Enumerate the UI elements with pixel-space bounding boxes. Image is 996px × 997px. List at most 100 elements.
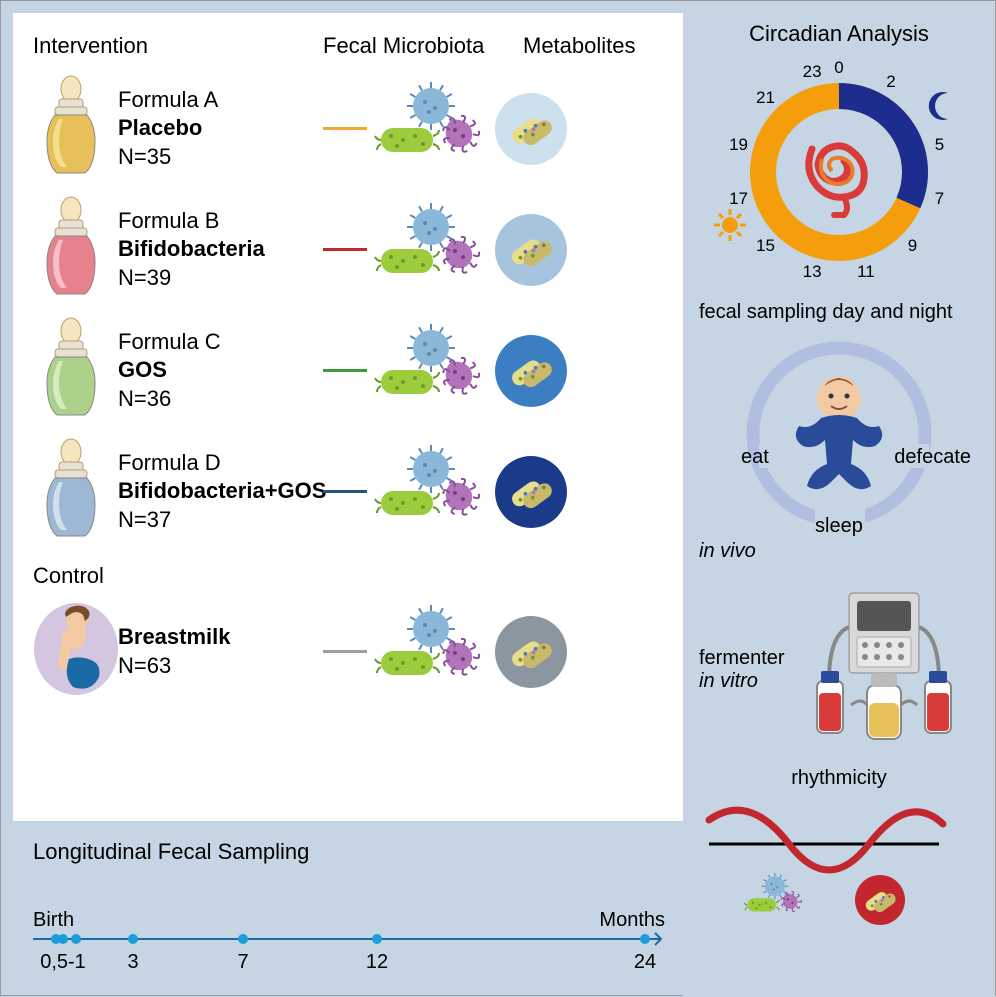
bottle-icon (33, 75, 108, 182)
control-treatment: Breastmilk (118, 623, 323, 652)
breastfeed-icon (33, 601, 108, 702)
clock-hour: 17 (729, 189, 748, 209)
clock-hour: 13 (803, 262, 822, 282)
timeline-tick-label: 7 (237, 951, 248, 974)
clock-hour: 23 (803, 62, 822, 82)
timeline-tick-label: 0,5-1 (40, 951, 86, 974)
header-microbiota: Fecal Microbiota (323, 33, 523, 59)
invitro-label: in vitro (699, 670, 809, 693)
bottle-icon (33, 438, 108, 545)
metabolite-icon (489, 335, 573, 407)
timeline: Birth Months 0,5-1371224 (33, 891, 665, 971)
column-headers: Intervention Fecal Microbiota Metabolite… (33, 33, 665, 59)
formula-name: Formula A (118, 86, 323, 115)
control-n: N=63 (118, 652, 323, 681)
circadian-title: Circadian Analysis (699, 21, 979, 47)
control-labels: Breastmilk N=63 (108, 623, 323, 680)
timeline-tick (128, 934, 138, 944)
sun-icon (712, 207, 748, 243)
metabolite-circle (495, 456, 567, 528)
baby-diagram: eat defecate sleep (739, 334, 939, 534)
control-connector (323, 650, 367, 653)
clock-hour: 19 (729, 135, 748, 155)
control-metabolite-icon (489, 616, 573, 688)
timeline-tick-label: 12 (366, 951, 388, 974)
baby-defecate: defecate (894, 446, 971, 469)
clock-hour: 5 (935, 135, 944, 155)
metabolite-circle (495, 335, 567, 407)
rhythmicity-chart (699, 800, 949, 920)
metabolite-icon (489, 456, 573, 528)
timeline-tick (640, 934, 650, 944)
baby-ring-svg (739, 334, 939, 534)
formula-labels: Formula D Bifidobacteria+GOS N=37 (108, 449, 323, 535)
clock-hour: 15 (756, 236, 775, 256)
header-metabolites: Metabolites (523, 33, 658, 59)
control-microbiota-icon (367, 605, 489, 698)
circadian-panel: Circadian Analysis 02 (683, 1, 995, 997)
main-panel: Intervention Fecal Microbiota Metabolite… (13, 13, 685, 821)
connector-line (323, 369, 367, 372)
formula-n: N=36 (118, 385, 323, 414)
formula-row: Formula D Bifidobacteria+GOS N=37 (33, 438, 665, 545)
formula-labels: Formula A Placebo N=35 (108, 86, 323, 172)
formula-rows: Formula A Placebo N=35 (33, 75, 665, 545)
connector-line (323, 127, 367, 130)
connector-line (323, 248, 367, 251)
bottle-icon (33, 196, 108, 303)
sampling-label: fecal sampling day and night (699, 301, 979, 324)
circadian-clock: 0257911131517192123 (724, 57, 954, 287)
timeline-title: Longitudinal Fecal Sampling (33, 839, 665, 865)
timeline-birth-label: Birth (33, 909, 74, 932)
formula-row: Formula A Placebo N=35 (33, 75, 665, 182)
clock-hour: 21 (756, 88, 775, 108)
microbiota-icon (367, 82, 489, 175)
formula-name: Formula C (118, 328, 323, 357)
timeline-tick (51, 934, 61, 944)
microbiota-icon (367, 203, 489, 296)
formula-n: N=39 (118, 264, 323, 293)
fermenter-row: fermenter in vitro (699, 585, 979, 755)
formula-row: Formula B Bifidobacteria N=39 (33, 196, 665, 303)
timeline-months-label: Months (599, 909, 665, 932)
formula-treatment: Placebo (118, 114, 323, 143)
clock-hour: 9 (908, 236, 917, 256)
moon-icon (926, 89, 958, 123)
formula-n: N=37 (118, 506, 323, 535)
formula-row: Formula C GOS N=36 (33, 317, 665, 424)
metabolite-circle (495, 214, 567, 286)
timeline-axis (33, 938, 653, 940)
invivo-label: in vivo (699, 540, 979, 563)
formula-treatment: Bifidobacteria+GOS (118, 477, 323, 506)
formula-treatment: Bifidobacteria (118, 235, 323, 264)
control-row: Breastmilk N=63 (33, 601, 665, 702)
formula-name: Formula B (118, 207, 323, 236)
header-intervention: Intervention (33, 33, 323, 59)
bottle-icon (33, 317, 108, 424)
microbiota-icon (367, 324, 489, 417)
rhythmicity-title: rhythmicity (699, 767, 979, 790)
metabolite-icon (489, 214, 573, 286)
rhythm-metab-icon (855, 875, 905, 926)
control-title: Control (33, 563, 665, 589)
clock-hour: 11 (857, 262, 875, 282)
formula-labels: Formula C GOS N=36 (108, 328, 323, 414)
timeline-tick (372, 934, 382, 944)
baby-sleep: sleep (815, 515, 863, 538)
formula-treatment: GOS (118, 356, 323, 385)
formula-labels: Formula B Bifidobacteria N=39 (108, 207, 323, 293)
microbiota-icon (367, 445, 489, 538)
timeline-panel: Longitudinal Fecal Sampling Birth Months… (13, 823, 685, 983)
fermenter-icon (809, 585, 959, 755)
timeline-tick (71, 934, 81, 944)
timeline-tick-label: 24 (634, 951, 656, 974)
fermenter-label: fermenter (699, 647, 809, 670)
metabolite-icon (489, 93, 573, 165)
rhythm-microbiota-icon (743, 873, 804, 926)
metabolite-circle (495, 616, 567, 688)
clock-hour: 0 (834, 58, 843, 78)
clock-hour: 7 (935, 189, 944, 209)
timeline-tick (238, 934, 248, 944)
formula-n: N=35 (118, 143, 323, 172)
formula-name: Formula D (118, 449, 323, 478)
